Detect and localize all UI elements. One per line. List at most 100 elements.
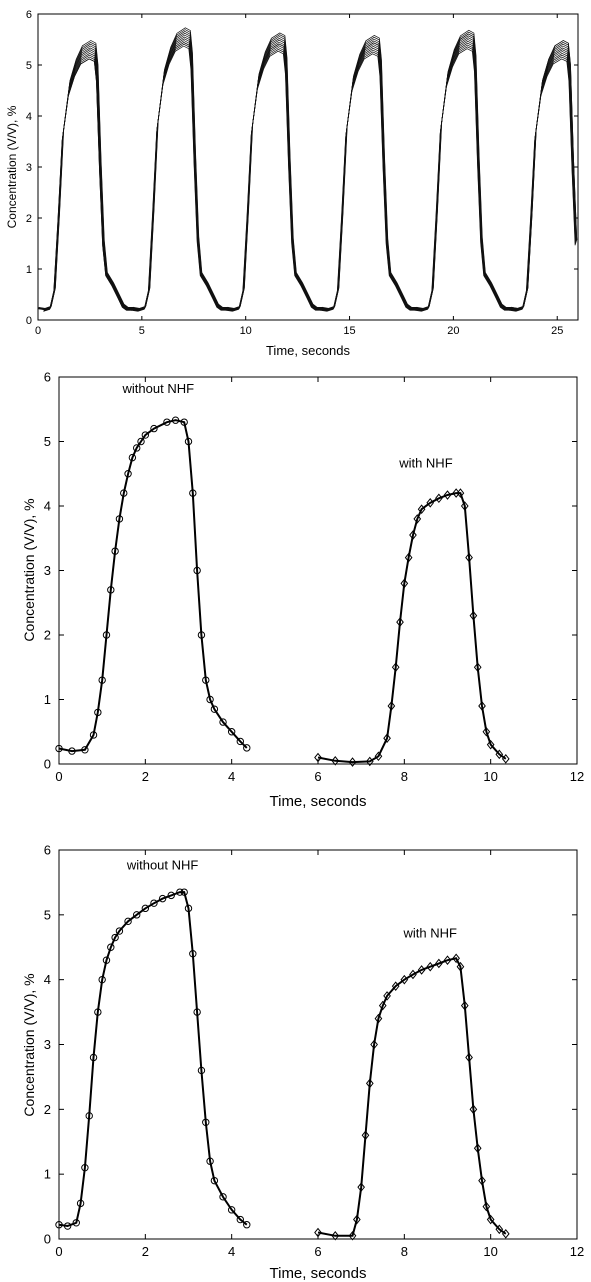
data-point-circle [89,731,98,739]
data-point-diamond [460,501,469,511]
data-point-circle [206,1157,214,1165]
data-point-circle [55,744,63,753]
y-tick-label: 6 [26,9,32,21]
plot-area-frame [37,13,579,321]
data-point-circle [189,489,197,497]
x-tick-label: 5 [139,325,145,337]
annotations-group: without NHF with NHF [122,381,453,470]
data-point-diamond [460,1000,469,1011]
data-point-circle [76,1199,85,1208]
data-point-diamond [465,1052,473,1063]
series-trace-line [43,34,576,312]
data-point-circle [202,676,210,684]
series-line [317,957,507,1237]
data-point-circle [197,1066,206,1075]
series-trace-line [38,30,577,312]
data-point-circle [176,888,184,896]
data-point-diamond [374,751,383,762]
y-tick-label: 1 [26,264,32,276]
data-point-circle [141,431,150,439]
data-point-diamond [374,1013,383,1024]
x-tick-label: 10 [240,325,252,337]
ticks-group: 0 5 10 15 20 25 0 1 2 3 4 5 6 [26,9,578,337]
data-point-diamond [495,1224,504,1235]
data-point-diamond [348,757,357,767]
data-point-diamond [314,752,322,763]
series-trace-line [38,35,577,312]
data-point-diamond [387,701,396,711]
data-point-diamond [426,961,435,972]
data-point-diamond [396,617,404,627]
data-point-diamond [469,610,478,621]
data-point-diamond [370,1039,378,1050]
data-series-group [55,888,510,1241]
x-tick-label: 4 [228,769,235,784]
data-point-circle [133,911,141,919]
series-line [317,492,507,764]
data-point-diamond [501,754,510,764]
data-point-circle [202,1118,210,1127]
y-tick-label: 6 [44,843,51,858]
x-tick-label: 4 [228,1244,235,1259]
data-point-circle [141,904,150,913]
data-point-diamond [383,733,391,744]
data-point-circle [107,943,115,951]
x-axis-title: Time, seconds [270,1265,367,1282]
data-point-circle [227,728,236,736]
x-tick-label: 15 [343,325,355,337]
x-tick-label: 0 [35,325,41,337]
x-tick-label: 12 [570,1244,584,1259]
series-trace-line [43,31,576,312]
y-tick-label: 6 [44,370,51,385]
data-point-circle [124,470,132,478]
data-point-circle [180,418,188,426]
series-line [58,419,248,753]
data-point-circle [111,933,119,942]
data-point-circle [158,894,167,903]
y-tick-label: 0 [44,757,51,772]
data-point-circle [137,437,145,446]
data-point-diamond [435,958,443,969]
data-point-circle [63,1222,72,1230]
data-point-diamond [456,488,465,498]
data-point-circle [55,1221,63,1229]
data-point-circle [210,705,219,713]
data-point-diamond [417,965,426,975]
y-tick-label: 5 [44,907,51,922]
y-tick-label: 0 [26,315,32,327]
y-tick-label: 1 [44,1167,51,1182]
data-point-diamond [400,578,409,589]
x-tick-label: 20 [447,325,459,337]
data-point-circle [89,1053,98,1062]
data-point-circle [219,1193,227,1201]
y-tick-label: 5 [44,434,51,449]
data-point-diamond [495,749,504,760]
y-axis-title: Concentration (V/V), % [21,498,37,641]
y-tick-label: 3 [26,162,32,174]
data-point-circle [115,927,124,935]
data-point-circle [94,708,102,717]
y-tick-label: 4 [44,972,51,987]
y-tick-label: 2 [44,1102,51,1117]
data-point-circle [193,566,201,575]
data-point-circle [85,1112,93,1120]
data-point-circle [236,1215,245,1224]
data-point-diamond [482,1201,491,1212]
data-point-circle [227,1206,236,1214]
data-point-diamond [353,1214,361,1225]
plot-area-frame [58,849,578,1240]
data-series-group [37,27,578,312]
data-point-circle [115,515,124,523]
x-tick-label: 2 [142,769,149,784]
y-tick-label: 0 [44,1232,51,1247]
data-point-circle [219,718,227,726]
data-point-diamond [473,1143,482,1154]
data-point-diamond [331,1230,340,1241]
data-point-circle [98,676,106,684]
y-tick-label: 2 [44,628,51,643]
data-point-diamond [478,1175,486,1186]
data-point-circle [243,744,251,752]
